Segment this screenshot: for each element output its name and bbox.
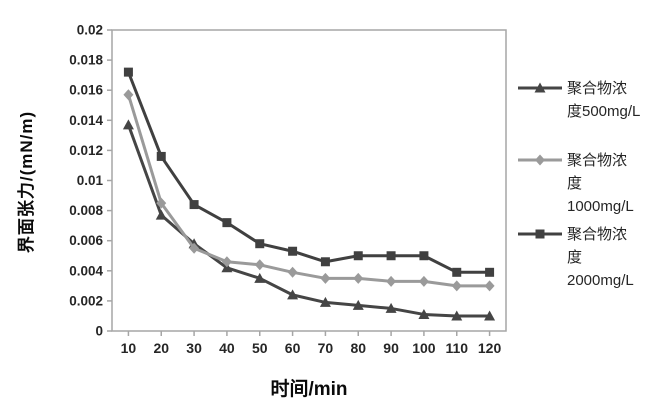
triangle-marker (122, 119, 134, 130)
triangle-legend-swatch-icon (518, 82, 562, 93)
square-marker (156, 151, 166, 161)
x-tick-label: 10 (121, 340, 137, 356)
triangle-marker (287, 289, 299, 300)
triangle-marker (221, 262, 233, 273)
diamond-marker (123, 89, 134, 101)
x-tick-label: 100 (412, 340, 436, 356)
y-tick-label: 0.014 (69, 113, 103, 128)
diamond-legend-swatch-icon (518, 154, 562, 166)
y-tick-label: 0.02 (77, 23, 103, 38)
y-axis-title: 界面张力/(mN/m) (17, 110, 36, 254)
x-tick-label: 50 (252, 340, 268, 356)
diamond-marker (221, 256, 232, 268)
x-tick-label: 20 (153, 340, 169, 356)
y-tick-label: 0.016 (69, 83, 103, 98)
triangle-marker (418, 308, 430, 319)
diamond-marker (254, 259, 265, 271)
diamond-marker (451, 280, 462, 292)
y-tick-label: 0.018 (69, 53, 103, 68)
y-tick-label: 0.002 (69, 293, 103, 308)
triangle-marker (319, 296, 331, 307)
square-marker (320, 257, 330, 267)
diamond-marker (353, 272, 364, 284)
square-marker (452, 267, 462, 277)
y-tick-label: 0 (95, 324, 103, 339)
triangle-marker (484, 310, 496, 321)
y-tick-label: 0.006 (69, 233, 103, 248)
x-tick-label: 110 (445, 340, 468, 356)
x-tick-label: 60 (285, 340, 301, 356)
square-marker (123, 67, 133, 77)
square-marker (386, 251, 396, 261)
diamond-marker (418, 275, 429, 287)
x-tick-label: 30 (186, 340, 202, 356)
legend-label: 聚合物浓度 2000mg/L (567, 226, 634, 289)
triangle-marker (254, 272, 266, 283)
square-legend-swatch-icon (518, 229, 562, 239)
y-tick-label: 0.004 (69, 263, 103, 278)
x-tick-label: 80 (350, 340, 366, 356)
y-tick-label: 0.008 (69, 203, 103, 218)
series-line (126, 93, 492, 288)
series-line (126, 70, 492, 274)
diamond-marker (189, 242, 200, 254)
legend-label: 聚合物浓度 1000mg/L (567, 152, 634, 215)
diamond-marker (287, 266, 298, 278)
square-marker (419, 251, 429, 261)
series-diamond (123, 89, 495, 292)
diamond-marker (484, 280, 495, 292)
x-tick-label: 70 (318, 340, 334, 356)
triangle-marker (155, 209, 167, 220)
y-tick-label: 0.01 (77, 173, 104, 188)
legend-label: 聚合物浓 度500mg/L (567, 80, 641, 120)
series-triangle (122, 119, 496, 321)
x-tick-label: 90 (383, 340, 399, 356)
triangle-marker (385, 302, 397, 313)
diamond-marker (320, 272, 331, 284)
legend-item-diamond: 聚合物浓度 1000mg/L (517, 149, 634, 218)
square-marker (255, 239, 265, 249)
square-marker (485, 267, 495, 277)
legend: 聚合物浓 度500mg/L 聚合物浓度 1000mg/L 聚合物浓度 2000mg/L (517, 0, 657, 414)
diamond-marker (386, 275, 397, 287)
x-axis-title: 时间/min (270, 379, 348, 400)
square-marker (288, 246, 298, 256)
triangle-marker (451, 310, 463, 321)
x-axis: 10 20 30 40 50 60 70 80 90 100 110 120 (121, 331, 502, 356)
square-marker (189, 200, 199, 210)
y-axis: 0 0.002 0.004 0.006 0.008 0.01 0.012 0.014 0.016… (69, 23, 112, 339)
square-marker (222, 218, 232, 228)
triangle-marker (352, 299, 364, 310)
legend-item-triangle: 聚合物浓 度500mg/L (517, 77, 640, 123)
y-tick-label: 0.012 (69, 143, 103, 158)
series-square (123, 67, 495, 277)
series-line (126, 123, 492, 318)
legend-item-square: 聚合物浓度 2000mg/L (517, 223, 634, 292)
diamond-marker (156, 197, 167, 209)
x-tick-label: 40 (219, 340, 235, 356)
square-marker (353, 251, 363, 261)
x-tick-label: 120 (478, 340, 502, 356)
